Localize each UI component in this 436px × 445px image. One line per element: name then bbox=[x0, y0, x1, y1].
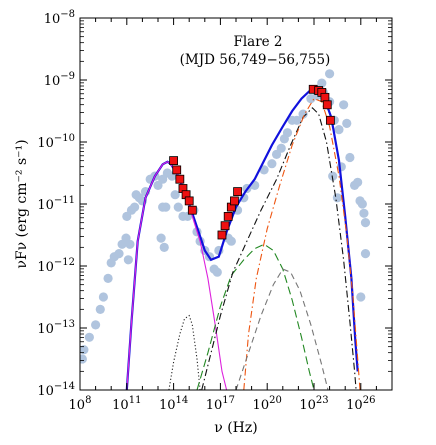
archival-point bbox=[325, 69, 335, 79]
y-tick-label: 10−8 bbox=[44, 9, 75, 27]
tick-labels: 108 1011 1014 1017 1020 1023 1026 10−14 10−13 10−… bbox=[37, 9, 375, 413]
flare-point bbox=[220, 221, 230, 231]
flare-point bbox=[325, 115, 335, 125]
flare-point bbox=[322, 100, 332, 110]
archival-point bbox=[130, 202, 140, 212]
archival-point bbox=[123, 255, 133, 265]
archival-point bbox=[360, 249, 371, 259]
annotation-line1: Flare 2 bbox=[233, 34, 282, 50]
archival-point bbox=[345, 152, 355, 163]
y-tick-label: 10−12 bbox=[37, 257, 75, 275]
x-tick-label: 1020 bbox=[253, 395, 282, 413]
archival-point bbox=[91, 320, 101, 330]
flare-point bbox=[172, 165, 182, 175]
y-tick-label: 10−9 bbox=[44, 71, 75, 89]
archival-point bbox=[276, 143, 286, 153]
model-curve-ec_gray bbox=[235, 268, 329, 390]
archival-point bbox=[359, 208, 369, 218]
flare-point bbox=[233, 187, 242, 197]
archival-point bbox=[98, 292, 108, 302]
x-tick-label: 1017 bbox=[206, 395, 235, 413]
archival-point bbox=[156, 233, 166, 243]
y-tick-label: 10−10 bbox=[37, 133, 75, 151]
archival-point bbox=[125, 239, 135, 249]
archival-point bbox=[317, 78, 327, 88]
archival-point bbox=[226, 236, 236, 246]
archival-point bbox=[212, 267, 222, 277]
archival-point bbox=[334, 125, 344, 135]
flare-point bbox=[175, 174, 185, 184]
flare-point bbox=[217, 230, 227, 240]
archival-point bbox=[170, 190, 180, 200]
archival-point bbox=[161, 202, 171, 212]
annotation-line2: (MJD 56,749−56,755) bbox=[180, 52, 331, 68]
archival-point bbox=[114, 249, 124, 259]
x-tick-label: 1026 bbox=[346, 395, 375, 413]
x-tick-label: 1014 bbox=[159, 395, 188, 413]
y-axis-title: νFν (erg cm⁻² s⁻¹) bbox=[14, 139, 30, 268]
archival-point bbox=[292, 115, 302, 125]
archival-point bbox=[339, 100, 349, 110]
archival-point bbox=[282, 128, 293, 138]
flare-point bbox=[230, 196, 239, 206]
archival-point bbox=[356, 292, 366, 302]
x-axis-title: ν (Hz) bbox=[214, 420, 257, 436]
archival-point bbox=[360, 218, 371, 228]
archival-point bbox=[173, 202, 183, 212]
archival-point bbox=[353, 177, 363, 187]
x-tick-label: 1011 bbox=[112, 395, 141, 413]
y-tick-label: 10−11 bbox=[37, 195, 75, 213]
model-curve-ec_orange bbox=[243, 97, 361, 390]
flare-point bbox=[223, 211, 233, 221]
flare-points bbox=[169, 84, 335, 240]
x-tick-label: 1023 bbox=[299, 395, 328, 413]
archival-point bbox=[357, 199, 367, 209]
flare-point bbox=[320, 92, 330, 102]
flare-point bbox=[169, 156, 179, 166]
model-curve-disk bbox=[168, 314, 201, 390]
archival-point bbox=[95, 304, 105, 314]
model-curve-ssc bbox=[196, 243, 315, 390]
archival-point bbox=[103, 273, 113, 283]
flare-point bbox=[184, 196, 194, 206]
axis-ticks bbox=[79, 17, 393, 391]
y-tick-label: 10−13 bbox=[37, 319, 75, 337]
archival-point bbox=[259, 165, 269, 175]
flare-point bbox=[187, 205, 197, 215]
archival-point bbox=[84, 332, 94, 342]
archival-point bbox=[267, 159, 277, 169]
archival-point bbox=[332, 193, 342, 203]
archival-point bbox=[159, 242, 169, 252]
archival-point bbox=[80, 345, 89, 355]
archival-point bbox=[80, 354, 87, 364]
y-tick-label: 10−14 bbox=[37, 381, 75, 399]
archival-point bbox=[342, 118, 352, 128]
x-tick-label: 108 bbox=[69, 395, 92, 413]
